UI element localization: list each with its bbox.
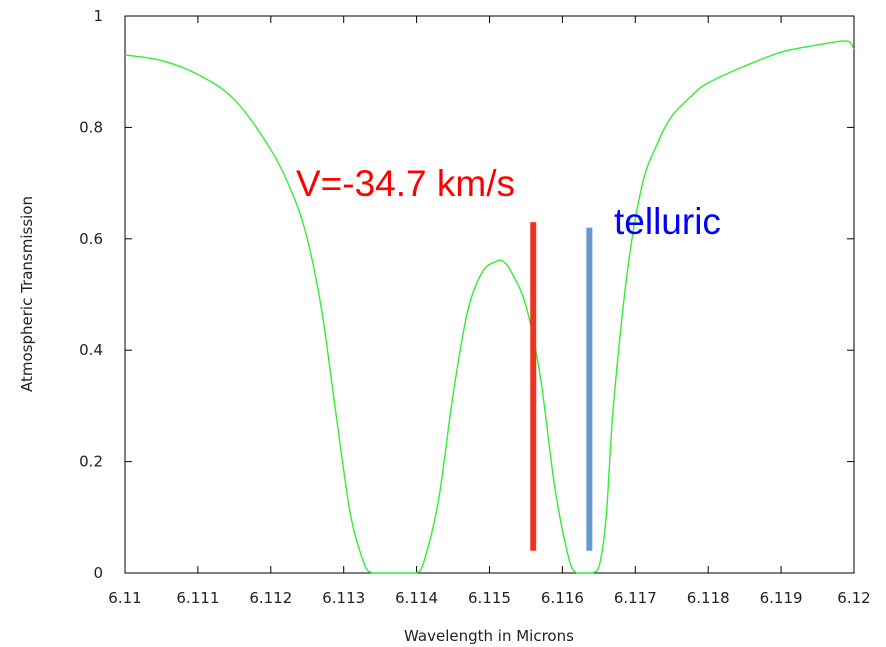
y-tick-label: 0.6 [79,230,103,248]
x-tick-label: 6.116 [541,589,584,607]
y-tick-labels: 0 0.2 0.4 0.6 0.8 1 [79,7,103,582]
x-axis-title: Wavelength in Microns [404,627,574,645]
x-tick-label: 6.113 [322,589,365,607]
y-axis-title: Atmospheric Transmission [18,196,36,392]
x-tick-labels: 6.11 6.111 6.112 6.113 6.114 6.115 6.116 6.117 6… [108,589,870,607]
x-tick-label: 6.117 [614,589,657,607]
y-tick-label: 1 [93,7,103,25]
x-tick-label: 6.118 [687,589,730,607]
x-tick-label: 6.114 [395,589,438,607]
y-tick-label: 0 [93,564,103,582]
x-tick-label: 6.115 [468,589,511,607]
velocity-annotation: V=-34.7 km/s [296,163,515,204]
telluric-annotation: telluric [614,201,721,242]
x-tick-label: 6.112 [249,589,292,607]
marker-lines [530,222,593,551]
y-tick-label: 0.4 [79,341,103,359]
y-tick-label: 0.8 [79,118,103,136]
series-line [124,40,855,574]
x-tick-label: 6.12 [837,589,870,607]
x-tick-label: 6.11 [108,589,141,607]
axis-ticks [124,15,855,574]
x-tick-label: 6.119 [760,589,803,607]
x-tick-label: 6.111 [176,589,219,607]
y-tick-label: 0.2 [79,453,103,471]
